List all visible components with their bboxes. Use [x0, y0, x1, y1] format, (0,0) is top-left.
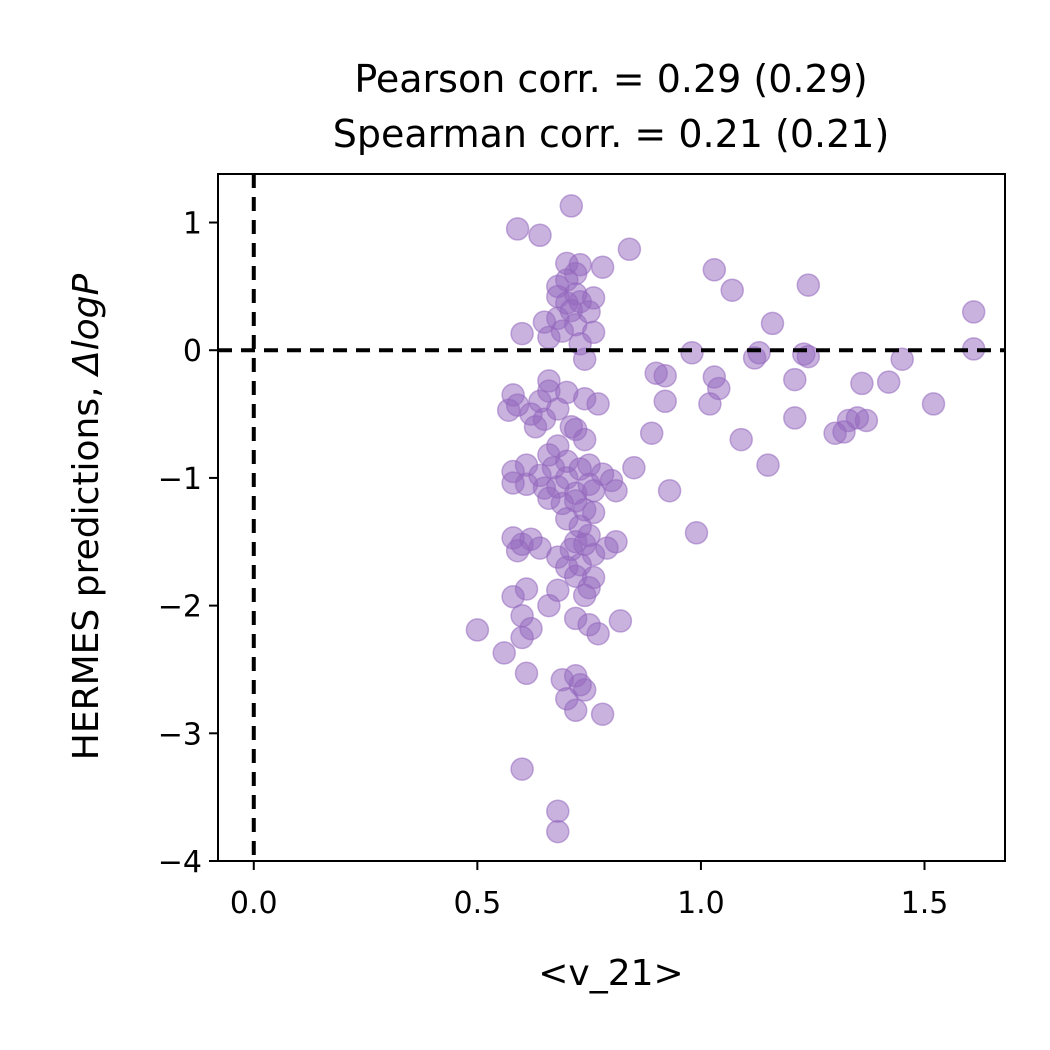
data-point [505, 538, 530, 563]
data-point [590, 702, 615, 726]
data-point [465, 618, 490, 642]
data-point [590, 255, 615, 279]
chart-title-line-1: Pearson corr. = 0.29 (0.29) [354, 57, 867, 101]
y-tick-label: 1 [183, 207, 202, 242]
x-tick-label: 1.5 [901, 886, 949, 921]
data-point [546, 819, 570, 844]
y-axis-label: HERMES predictions, ΔlogP [66, 274, 107, 761]
y-tick-label: 0 [183, 334, 202, 369]
y-tick-label: −3 [158, 717, 202, 752]
chart-title-line-2: Spearman corr. = 0.21 (0.21) [333, 112, 890, 156]
data-point [921, 392, 946, 416]
data-point [850, 371, 874, 396]
data-point [510, 625, 534, 650]
x-axis-ticks: 0.0 0.5 1.0 1.5 [230, 861, 948, 921]
data-point [702, 258, 727, 282]
data-point [510, 321, 534, 346]
data-point [680, 341, 704, 365]
plot-frame [217, 173, 1006, 862]
x-tick-label: 0.0 [230, 886, 278, 921]
y-axis-label-symbol: ΔlogP [66, 274, 107, 379]
data-point [698, 392, 722, 416]
data-point [559, 194, 584, 218]
data-point [604, 530, 628, 554]
x-tick-label: 1.0 [677, 886, 725, 921]
chart-title: Pearson corr. = 0.29 (0.29) Spearman cor… [333, 57, 890, 156]
x-axis-label: <v_21> [538, 953, 683, 994]
data-point [796, 273, 821, 297]
y-tick-label: −2 [158, 590, 202, 625]
data-point [604, 478, 628, 503]
y-axis-label-main: HERMES predictions, [66, 375, 107, 760]
data-point [720, 278, 744, 302]
data-point [756, 453, 780, 477]
reference-lines [218, 174, 1005, 861]
data-point [657, 478, 682, 503]
y-tick-label: −1 [158, 462, 202, 497]
data-point [783, 406, 807, 430]
data-point [514, 661, 539, 686]
data-point [890, 347, 914, 371]
data-point [639, 421, 664, 445]
data-point [572, 427, 597, 452]
data-point [608, 609, 633, 633]
data-point [876, 370, 901, 394]
data-point [572, 583, 597, 608]
y-axis-ticks: 1 0 −1 −2 −3 −4 [158, 207, 218, 880]
data-point [586, 621, 610, 646]
x-tick-label: 0.5 [453, 886, 501, 921]
data-point [572, 347, 597, 371]
data-point [653, 389, 677, 414]
data-point [760, 311, 785, 336]
data-point [729, 427, 753, 452]
data-point [854, 408, 879, 433]
data-point [505, 217, 530, 241]
data-point [961, 300, 986, 324]
data-point [586, 392, 610, 416]
data-point [537, 325, 561, 350]
data-point [528, 223, 552, 248]
data-point [523, 415, 548, 439]
data-points [465, 194, 986, 844]
data-point [783, 367, 807, 392]
data-point [546, 799, 570, 823]
data-point [537, 593, 561, 618]
data-point [563, 698, 588, 723]
data-point [653, 364, 677, 388]
y-tick-label: −4 [158, 845, 202, 880]
data-point [684, 521, 709, 545]
data-point [622, 455, 646, 480]
data-point [492, 641, 516, 665]
data-point [501, 584, 525, 609]
data-point [617, 237, 642, 262]
data-point [510, 757, 534, 781]
data-point [832, 420, 856, 444]
data-point [742, 346, 767, 370]
data-point [546, 397, 570, 421]
